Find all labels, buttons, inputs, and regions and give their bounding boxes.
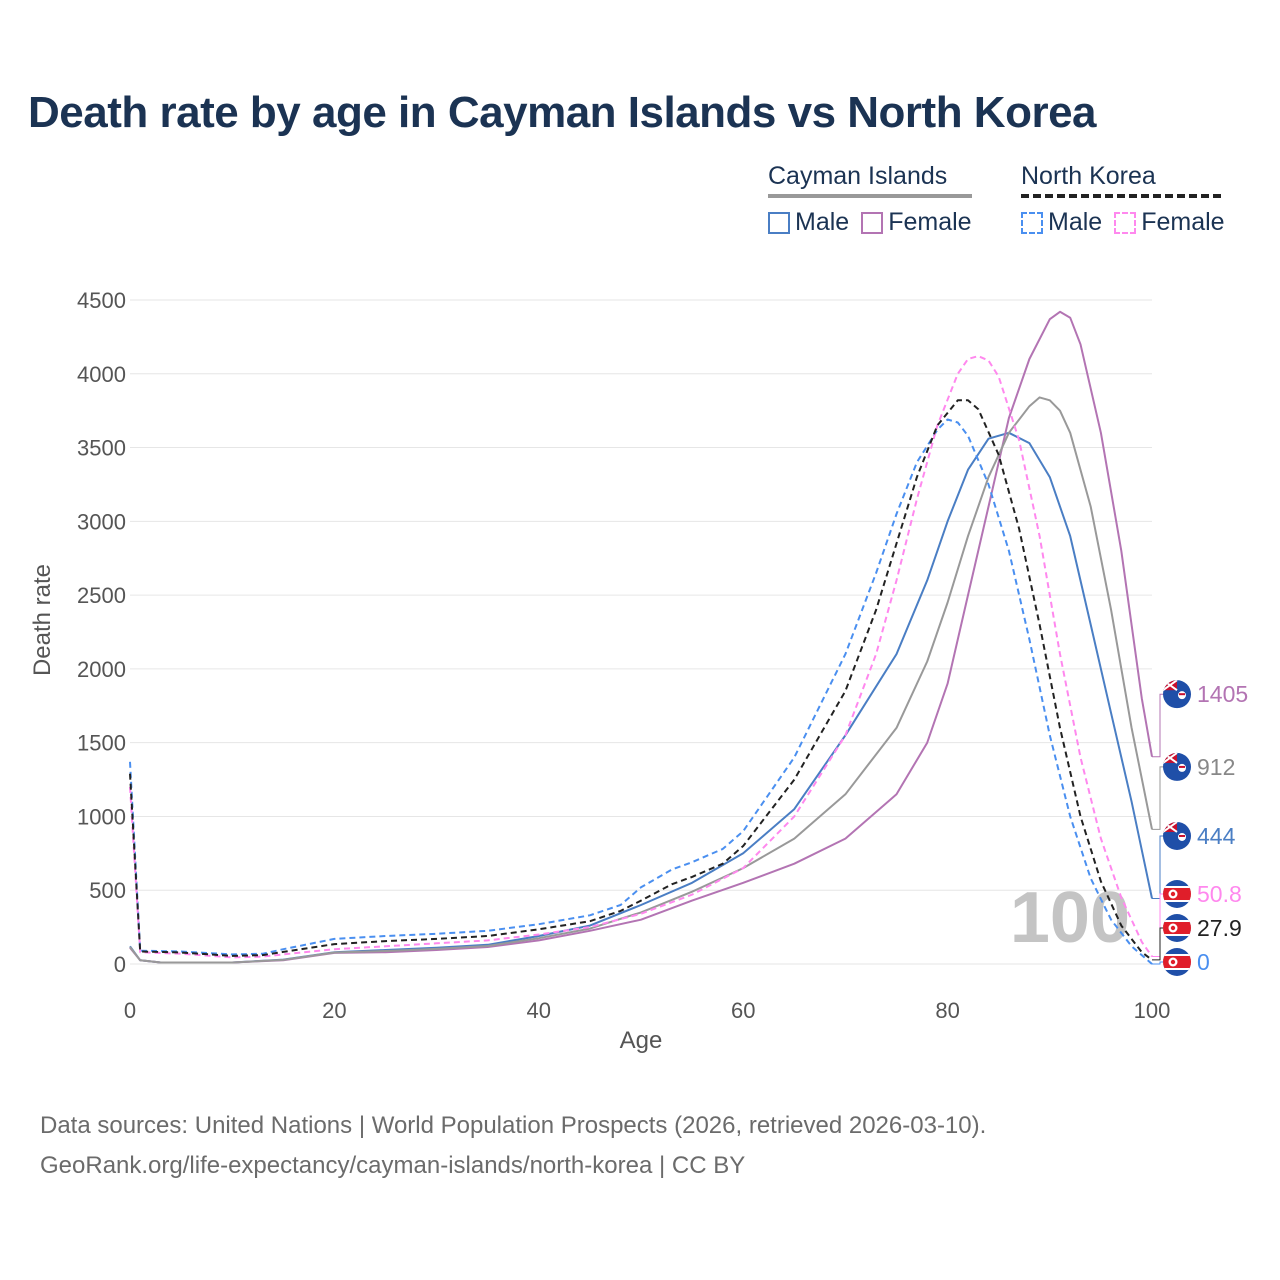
end-connector xyxy=(1152,766,1164,830)
y-tick-label: 2000 xyxy=(77,657,126,682)
legend-group-cayman: Cayman Islands Male Female xyxy=(768,162,972,237)
legend-solid-line-sample xyxy=(768,194,972,198)
legend-item-cayman-female[interactable]: Female xyxy=(861,208,972,237)
x-tick-label: 0 xyxy=(124,998,136,1023)
x-axis-label: Age xyxy=(620,1027,663,1054)
north-korea-flag-icon xyxy=(1163,948,1191,976)
end-value-label: 912 xyxy=(1197,754,1235,780)
legend-group-title: North Korea xyxy=(1021,162,1156,190)
end-connector xyxy=(1152,893,1164,957)
legend-item-label: Male xyxy=(795,208,850,236)
cayman-islands-flag-icon xyxy=(1163,680,1191,709)
series-line-north-korea-male[interactable] xyxy=(129,418,1153,965)
x-tick-label: 60 xyxy=(731,998,755,1023)
source-url-line: GeoRank.org/life-expectancy/cayman-islan… xyxy=(40,1152,746,1179)
legend-group-north-korea: North Korea Male Female xyxy=(1021,162,1225,237)
x-tick-label: 20 xyxy=(322,998,346,1023)
end-labels: 1405 912 444 50.8 27.9 0 xyxy=(1152,680,1248,976)
legend-item-north-korea-female[interactable]: Female xyxy=(1114,208,1225,237)
end-value-label: 27.9 xyxy=(1197,915,1242,941)
legend-item-label: Male xyxy=(1048,208,1103,236)
y-tick-label: 4000 xyxy=(77,362,126,387)
data-source-line: Data sources: United Nations | World Pop… xyxy=(40,1112,987,1139)
y-tick-label: 4500 xyxy=(77,288,126,313)
year-watermark: 100 xyxy=(1010,878,1130,958)
legend-item-label: Female xyxy=(1141,208,1225,236)
grid-lines xyxy=(130,299,1152,965)
end-value-label: 0 xyxy=(1197,949,1210,975)
x-axis-ticks: 0 20 40 60 80 100 xyxy=(124,998,1170,1023)
legend-swatch xyxy=(768,211,790,234)
y-tick-label: 1000 xyxy=(77,804,126,829)
y-axis-label: Death rate xyxy=(29,564,56,676)
end-connector xyxy=(1152,693,1164,758)
series-lines xyxy=(129,310,1153,965)
legend-swatch xyxy=(1114,211,1137,234)
y-tick-label: 3500 xyxy=(77,436,126,461)
end-marker-cayman-islands-male: 444 xyxy=(1152,821,1236,899)
cayman-islands-flag-icon xyxy=(1163,821,1191,850)
end-value-label: 50.8 xyxy=(1197,881,1242,907)
legend-item-cayman-male[interactable]: Male xyxy=(768,208,849,237)
end-marker-cayman-islands-female: 1405 xyxy=(1152,680,1248,758)
end-connector xyxy=(1152,835,1164,899)
legend-dashed-line-sample xyxy=(1021,194,1225,198)
series-line-cayman-islands-male[interactable] xyxy=(129,431,1153,964)
north-korea-flag-icon xyxy=(1163,880,1191,908)
legend-swatch xyxy=(1021,211,1043,234)
legend-group-title: Cayman Islands xyxy=(768,162,948,190)
x-tick-label: 100 xyxy=(1134,998,1171,1023)
end-marker-north-korea-total: 27.9 xyxy=(1152,914,1242,961)
end-marker-cayman-islands-total: 912 xyxy=(1152,752,1235,830)
series-line-cayman-islands-female[interactable] xyxy=(129,310,1153,964)
end-connector xyxy=(1152,961,1164,965)
north-korea-flag-icon xyxy=(1163,914,1191,942)
end-marker-north-korea-female: 50.8 xyxy=(1152,880,1242,957)
y-tick-label: 2500 xyxy=(77,583,126,608)
y-tick-label: 3000 xyxy=(77,509,126,534)
series-line-north-korea-total[interactable] xyxy=(129,399,1153,961)
x-tick-label: 80 xyxy=(935,998,959,1023)
cayman-islands-flag-icon xyxy=(1163,752,1191,781)
series-line-north-korea-female[interactable] xyxy=(129,355,1153,959)
end-marker-north-korea-male: 0 xyxy=(1152,948,1210,976)
y-tick-label: 0 xyxy=(114,952,126,977)
y-tick-label: 1500 xyxy=(77,731,126,756)
legend-item-north-korea-male[interactable]: Male xyxy=(1021,208,1102,237)
x-tick-label: 40 xyxy=(527,998,551,1023)
y-tick-label: 500 xyxy=(89,878,126,903)
series-line-cayman-islands-total[interactable] xyxy=(129,396,1153,964)
end-value-label: 444 xyxy=(1197,823,1236,849)
y-axis-ticks: 0 500 1000 1500 2000 2500 3000 3500 4000 4500 xyxy=(77,288,126,977)
legend-swatch xyxy=(861,211,884,234)
legend-item-label: Female xyxy=(888,208,972,236)
end-value-label: 1405 xyxy=(1197,681,1248,707)
end-connector xyxy=(1152,927,1164,961)
chart-title: Death rate by age in Cayman Islands vs N… xyxy=(28,88,1097,137)
footer: Data sources: United Nations | World Pop… xyxy=(40,1106,986,1186)
